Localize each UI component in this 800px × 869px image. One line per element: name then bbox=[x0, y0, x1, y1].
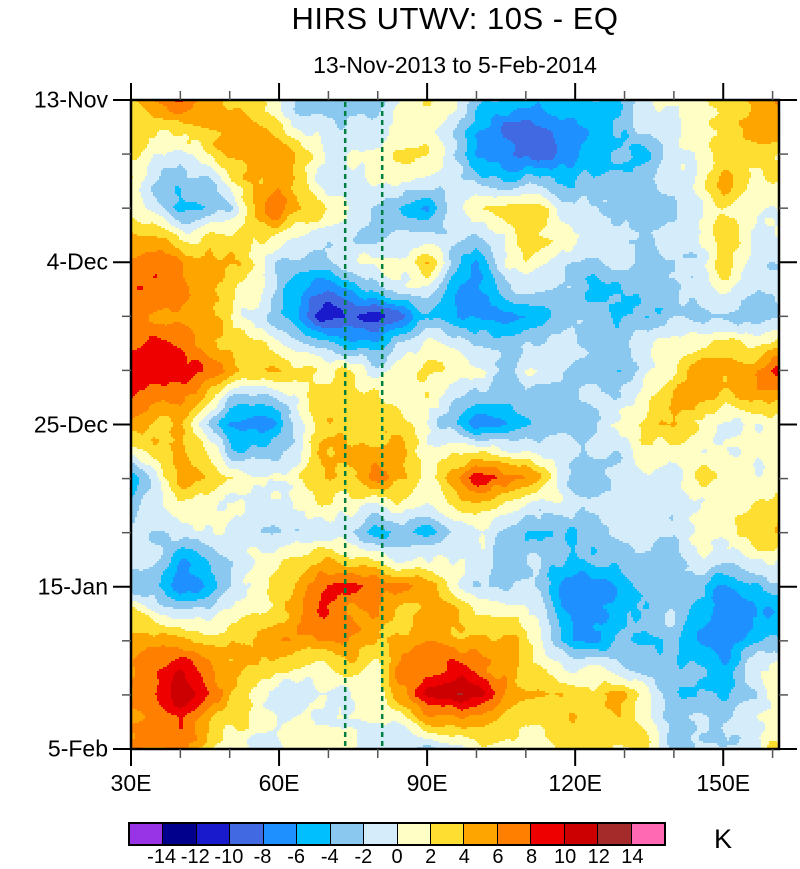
colorbar-tick-label: 0 bbox=[391, 846, 403, 868]
colorbar-tick-label: 14 bbox=[621, 846, 644, 868]
colorbar-tick-label: -8 bbox=[253, 846, 272, 868]
colorbar-swatch bbox=[564, 824, 599, 844]
colorbar-tick-label: 8 bbox=[525, 846, 538, 868]
colorbar-swatch bbox=[397, 824, 431, 844]
colorbar-tick-label: -10 bbox=[214, 846, 244, 868]
colorbar-swatch bbox=[364, 824, 398, 844]
y-tick-label: 5-Feb bbox=[47, 735, 108, 762]
colorbar-swatch bbox=[330, 824, 365, 844]
x-tick-label: 120E bbox=[548, 770, 603, 796]
colorbar-swatch bbox=[196, 824, 231, 844]
y-tick-label: 4-Dec bbox=[46, 248, 108, 275]
colorbar-swatch bbox=[531, 824, 565, 844]
colorbar-swatch bbox=[631, 824, 664, 844]
chart-title: HIRS UTWV: 10S - EQ bbox=[291, 1, 619, 36]
colorbar-tick-label: -12 bbox=[180, 846, 210, 868]
y-tick-label: 13-Nov bbox=[33, 86, 108, 113]
colorbar-tick-label: 10 bbox=[554, 846, 577, 868]
plot-area bbox=[131, 100, 779, 749]
colorbar-tick-label: -6 bbox=[287, 846, 306, 868]
colorbar-swatch bbox=[497, 824, 532, 844]
heatmap-canvas bbox=[131, 100, 779, 749]
x-tick-label: 30E bbox=[110, 770, 152, 796]
x-tick-label: 90E bbox=[406, 770, 448, 796]
colorbar-swatch bbox=[130, 824, 164, 844]
colorbar-tick-label: -4 bbox=[320, 846, 339, 868]
colorbar-tick-label: 4 bbox=[458, 846, 470, 868]
x-tick-label: 60E bbox=[258, 770, 300, 796]
colorbar-tick-label: -2 bbox=[354, 846, 373, 868]
colorbar-swatch bbox=[163, 824, 197, 844]
x-tick-label: 150E bbox=[696, 770, 751, 796]
colorbar-swatch bbox=[263, 824, 298, 844]
y-tick-label: 15-Jan bbox=[37, 573, 108, 600]
colorbar-tick-label: 2 bbox=[425, 846, 437, 868]
colorbar-tick-label: 6 bbox=[492, 846, 504, 868]
colorbar-tick-label: 12 bbox=[587, 846, 610, 868]
y-tick-label: 25-Dec bbox=[33, 411, 108, 437]
colorbar-swatch bbox=[297, 824, 331, 844]
colorbar-tick-label: -14 bbox=[147, 846, 177, 868]
chart-subtitle: 13-Nov-2013 to 5-Feb-2014 bbox=[313, 52, 597, 78]
colorbar-swatch bbox=[430, 824, 465, 844]
colorbar-swatch bbox=[230, 824, 264, 844]
colorbar-swatch bbox=[464, 824, 498, 844]
colorbar-swatch bbox=[598, 824, 632, 844]
colorbar-units-label: K bbox=[714, 824, 733, 854]
colorbar bbox=[128, 822, 666, 846]
